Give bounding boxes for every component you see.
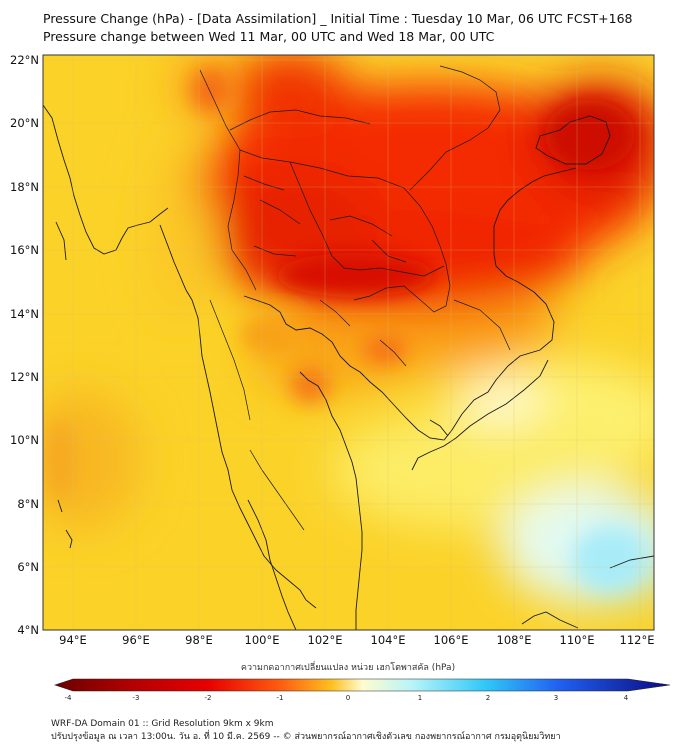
colorbar-tick-1: 1 xyxy=(418,694,422,702)
lon-label-100e: 100°E xyxy=(245,633,280,647)
lat-label-22n: 22°N xyxy=(10,53,39,67)
colorbar-tick-neg3: -3 xyxy=(133,694,140,702)
pressure-field xyxy=(43,55,654,630)
lat-label-4n: 4°N xyxy=(17,623,39,637)
coastlines xyxy=(43,104,654,630)
lat-label-14n: 14°N xyxy=(10,307,39,321)
footer-model-info: WRF-DA Domain 01 :: Grid Resolution 9km … xyxy=(51,719,274,729)
colorbar: ความกดอากาศเปลี่ยนแปลง หน่วย เฮกโตพาสคัล… xyxy=(54,660,671,702)
graticule xyxy=(43,55,654,630)
colorbar-scale xyxy=(54,678,671,692)
lon-label-108e: 108°E xyxy=(497,633,532,647)
lat-label-18n: 18°N xyxy=(10,180,39,194)
lon-label-110e: 110°E xyxy=(560,633,595,647)
lat-axis: 22°N 20°N 18°N 16°N 14°N 12°N 10°N 8°N 6… xyxy=(10,53,39,637)
map-frame xyxy=(42,54,655,631)
map-title: Pressure Change (hPa) - [Data Assimilati… xyxy=(43,11,633,26)
lon-label-112e: 112°E xyxy=(620,633,655,647)
colorbar-tick-2: 2 xyxy=(486,694,490,702)
lat-label-16n: 16°N xyxy=(10,243,39,257)
lon-label-106e: 106°E xyxy=(434,633,469,647)
colorbar-tick-4: 4 xyxy=(624,694,629,702)
lon-label-96e: 96°E xyxy=(122,633,150,647)
colorbar-title: ความกดอากาศเปลี่ยนแปลง หน่วย เฮกโตพาสคัล… xyxy=(241,660,455,673)
lon-axis: 94°E 96°E 98°E 100°E 102°E 104°E 106°E 1… xyxy=(59,633,654,647)
lat-label-8n: 8°N xyxy=(17,497,39,511)
lat-label-20n: 20°N xyxy=(10,116,39,130)
colorbar-tick-0: 0 xyxy=(346,694,350,702)
lat-label-12n: 12°N xyxy=(10,370,39,384)
lon-label-94e: 94°E xyxy=(59,633,87,647)
lon-label-102e: 102°E xyxy=(308,633,343,647)
map-subtitle: Pressure change between Wed 11 Mar, 00 U… xyxy=(43,29,495,44)
lat-label-6n: 6°N xyxy=(17,560,39,574)
borders xyxy=(199,65,511,531)
lat-label-10n: 10°N xyxy=(10,433,39,447)
footer-credit: ปรับปรุงข้อมูล ณ เวลา 13:00น. วัน อ. ที่… xyxy=(51,732,561,742)
pressure-change-map: 22°N 20°N 18°N 16°N 14°N 12°N 10°N 8°N 6… xyxy=(10,53,671,702)
colorbar-tick-neg2: -2 xyxy=(205,694,212,702)
colorbar-tick-3: 3 xyxy=(554,694,558,702)
lon-label-104e: 104°E xyxy=(371,633,406,647)
colorbar-tick-neg1: -1 xyxy=(277,694,284,702)
lon-label-98e: 98°E xyxy=(185,633,213,647)
colorbar-tick-neg4: -4 xyxy=(65,694,73,702)
